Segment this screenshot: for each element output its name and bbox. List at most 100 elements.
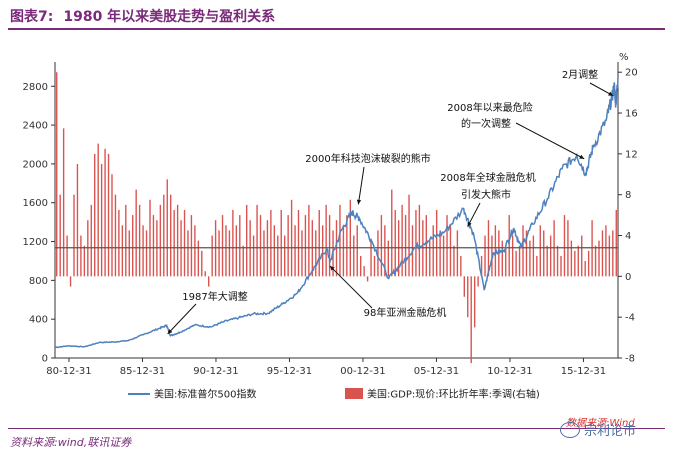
legend-bar-label: 美国:GDP:现价:环比折年率:季调(右轴) bbox=[367, 388, 540, 401]
gdp-bar bbox=[460, 255, 462, 277]
gdp-bar bbox=[453, 245, 455, 277]
gdp-bar bbox=[315, 230, 317, 277]
gdp-bar bbox=[353, 235, 355, 277]
wechat-brand: 宗利论市 bbox=[560, 420, 636, 439]
gdp-bar bbox=[391, 189, 393, 277]
gdp-bar bbox=[435, 210, 438, 277]
gdp-bar bbox=[138, 204, 141, 277]
x-tick-label: 85-12-31 bbox=[120, 366, 165, 377]
x-tick-label: 15-12-31 bbox=[561, 366, 606, 377]
footer-rule bbox=[8, 428, 665, 429]
gdp-bar bbox=[301, 230, 303, 277]
annotation-feb-text: 2月调整 bbox=[562, 68, 598, 81]
gdp-bar bbox=[135, 189, 137, 277]
y-left-tick-label: 800 bbox=[29, 276, 48, 287]
gdp-bar bbox=[418, 204, 421, 277]
gdp-bar bbox=[442, 235, 445, 277]
y-left-tick-label: 0 bbox=[42, 354, 48, 365]
title-rule bbox=[8, 28, 665, 30]
gdp-bar bbox=[190, 215, 193, 277]
figure-title: 1980 年以来美股走势与盈利关系 bbox=[63, 9, 276, 25]
gdp-bar bbox=[563, 215, 566, 277]
gdp-bar bbox=[59, 194, 61, 277]
gdp-bar bbox=[280, 210, 282, 277]
gdp-bar bbox=[297, 210, 300, 277]
annotation-2008-arrow-head bbox=[467, 221, 472, 227]
gdp-bar bbox=[163, 194, 165, 277]
gdp-bar bbox=[66, 235, 68, 277]
gdp-bar bbox=[83, 245, 86, 277]
gdp-bar bbox=[159, 204, 162, 277]
gdp-bar bbox=[560, 255, 562, 277]
gdp-bar bbox=[501, 240, 503, 277]
gdp-bar bbox=[149, 199, 151, 277]
y-right-tick-label: 0 bbox=[625, 272, 631, 283]
gdp-bar bbox=[187, 230, 189, 277]
gdp-bar bbox=[104, 148, 106, 277]
gdp-bar bbox=[394, 210, 396, 277]
gdp-bar bbox=[356, 225, 358, 277]
gdp-bar bbox=[470, 276, 472, 364]
gdp-bar bbox=[228, 230, 231, 277]
y-right-tick-label: 12 bbox=[625, 149, 638, 160]
gdp-bar bbox=[525, 230, 528, 277]
gdp-bar bbox=[211, 235, 213, 277]
annotation-1987-text: 1987年大调整 bbox=[182, 290, 247, 303]
gdp-bar bbox=[346, 215, 348, 277]
gdp-bar bbox=[263, 230, 265, 277]
chart-title: 图表7: 1980 年以来美股走势与盈利关系 bbox=[10, 6, 285, 26]
gdp-bar bbox=[318, 210, 320, 277]
gdp-bar bbox=[425, 215, 427, 277]
x-tick-label: 95-12-31 bbox=[267, 366, 312, 377]
gdp-bar bbox=[377, 230, 379, 277]
gdp-bar bbox=[132, 215, 134, 277]
gdp-bar bbox=[536, 255, 538, 277]
gdp-bar bbox=[432, 225, 434, 277]
y-right-tick-label: -4 bbox=[625, 313, 635, 324]
gdp-bar bbox=[574, 250, 576, 277]
annotation-1987-arrow bbox=[167, 303, 197, 335]
gdp-bar bbox=[321, 225, 324, 277]
gdp-bar bbox=[111, 174, 113, 277]
gdp-bar bbox=[107, 153, 110, 277]
gdp-bar bbox=[518, 245, 521, 277]
gdp-bar bbox=[508, 215, 510, 277]
gdp-bar bbox=[587, 250, 590, 277]
gdp-bar bbox=[349, 199, 352, 277]
gdp-bar bbox=[232, 210, 234, 277]
annotation-2000-text: 2000年科技泡沫破裂的熊市 bbox=[305, 152, 430, 165]
gdp-bar bbox=[128, 230, 130, 277]
x-tick-label: 80-12-31 bbox=[46, 366, 91, 377]
gdp-bar bbox=[570, 240, 573, 277]
gdp-bar bbox=[480, 255, 483, 277]
sp500-line bbox=[54, 76, 619, 349]
annotation-1998-arrow bbox=[329, 265, 373, 309]
gdp-bar bbox=[366, 276, 369, 282]
gdp-bar bbox=[546, 245, 548, 277]
annotation-2016-text-1: 2008年以来最危险 bbox=[447, 101, 532, 114]
gdp-bar bbox=[290, 199, 293, 277]
gdp-bar bbox=[612, 230, 614, 277]
gdp-bar bbox=[491, 235, 493, 277]
gdp-bar bbox=[283, 235, 286, 277]
gdp-bar bbox=[100, 164, 103, 277]
figure-number: 图表7: bbox=[10, 9, 54, 25]
gdp-bar bbox=[277, 235, 279, 277]
gdp-bar bbox=[114, 194, 117, 277]
gdp-bar bbox=[615, 210, 617, 277]
gdp-bar bbox=[69, 276, 72, 287]
gdp-bar bbox=[183, 210, 186, 277]
legend-line-label: 美国:标准普尔500指数 bbox=[154, 388, 256, 401]
gdp-bar bbox=[121, 225, 124, 277]
gdp-bar bbox=[429, 240, 431, 277]
gdp-bar bbox=[387, 240, 390, 277]
gdp-bar bbox=[384, 225, 386, 277]
gdp-bar bbox=[380, 215, 383, 277]
gdp-bar bbox=[97, 143, 99, 277]
gdp-bar bbox=[256, 204, 258, 277]
annotation-2016-arrow bbox=[515, 122, 585, 160]
gdp-bar bbox=[221, 215, 224, 277]
gdp-bar bbox=[270, 210, 272, 277]
gdp-bar bbox=[308, 204, 310, 277]
gdp-bar bbox=[166, 179, 168, 277]
